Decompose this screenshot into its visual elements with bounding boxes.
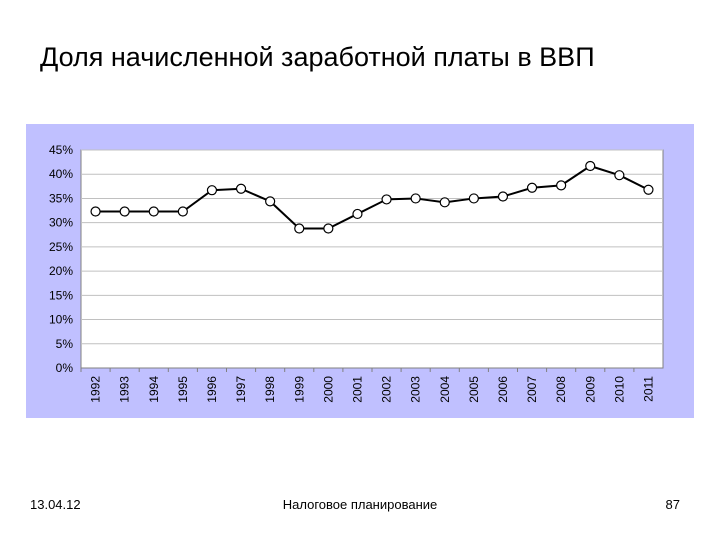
data-point	[235, 183, 247, 194]
y-tick-label: 5%	[56, 337, 74, 351]
y-tick-label: 10%	[49, 313, 73, 327]
plot-area	[80, 149, 664, 369]
slide-title: Доля начисленной заработной платы в ВВП	[40, 42, 595, 72]
y-tick-label: 0%	[56, 361, 74, 375]
x-tick-label: 1993	[118, 376, 132, 403]
data-point	[294, 223, 305, 234]
page-number: 87	[665, 497, 680, 512]
chart-area: 0% 5% 10% 15% 20% 25% 30% 35% 40% 45% 1992 1993 199…	[26, 124, 694, 418]
x-tick-label: 1996	[205, 376, 219, 403]
x-tick-label: 1995	[176, 376, 190, 403]
x-tick-label: 2006	[496, 376, 510, 403]
data-point	[119, 206, 130, 217]
line-chart: 0%5%10%15%20%25%30%35%40%45% 1992 1993 199…	[26, 124, 694, 418]
x-tick-label: 2002	[380, 376, 394, 403]
data-point	[643, 184, 654, 195]
y-tick-label: 35%	[49, 191, 73, 205]
x-tick-label: 1994	[147, 376, 161, 403]
x-tick-label: 2007	[525, 376, 539, 403]
data-point	[206, 185, 218, 196]
data-point	[381, 194, 392, 205]
y-tick-label: 45%	[49, 143, 73, 157]
data-point	[585, 160, 596, 172]
y-tick-label: 15%	[49, 288, 73, 302]
x-tick-label: 1997	[234, 376, 248, 403]
data-point	[323, 223, 334, 234]
x-tick-label: 1998	[263, 376, 277, 403]
data-point	[90, 206, 101, 217]
series-group	[90, 160, 654, 234]
x-tick-label: 1992	[89, 376, 103, 403]
data-point	[177, 206, 188, 217]
x-tick-label: 2010	[612, 376, 626, 403]
x-tick-label: 2003	[409, 376, 423, 403]
data-point	[497, 191, 509, 202]
x-tick-label: 2001	[350, 376, 364, 403]
y-tick-label: 25%	[49, 240, 73, 254]
data-point	[148, 206, 159, 217]
y-axis-tick-labels: 0% 5% 10% 15% 20% 25% 30% 35% 40% 45%	[49, 143, 73, 375]
data-point	[468, 193, 479, 204]
data-point	[439, 197, 450, 208]
x-tick-label: 2008	[554, 376, 568, 403]
footer-date: 13.04.12	[30, 497, 81, 512]
data-point	[352, 208, 363, 220]
data-point	[556, 180, 567, 191]
x-tick-label: 2011	[641, 376, 655, 402]
x-tick-label: 2004	[438, 376, 452, 403]
data-point	[526, 182, 538, 193]
x-axis-tick-labels: 1992 1993 1994 1995 1996 1997 1998 1999 2000 2001…	[89, 376, 656, 403]
x-tick-label: 2000	[321, 376, 335, 403]
data-point	[265, 196, 276, 207]
x-tick-label: 2009	[583, 376, 597, 403]
y-tick-label: 30%	[49, 216, 73, 230]
footer-title: Налоговое планирование	[282, 497, 438, 512]
x-tick-label: 1999	[292, 376, 306, 403]
data-point	[410, 193, 421, 204]
y-tick-label: 40%	[49, 167, 73, 181]
y-tick-label: 20%	[49, 264, 73, 278]
x-tick-label: 2005	[467, 376, 481, 403]
grid-lines	[80, 149, 663, 372]
data-point	[614, 170, 625, 181]
